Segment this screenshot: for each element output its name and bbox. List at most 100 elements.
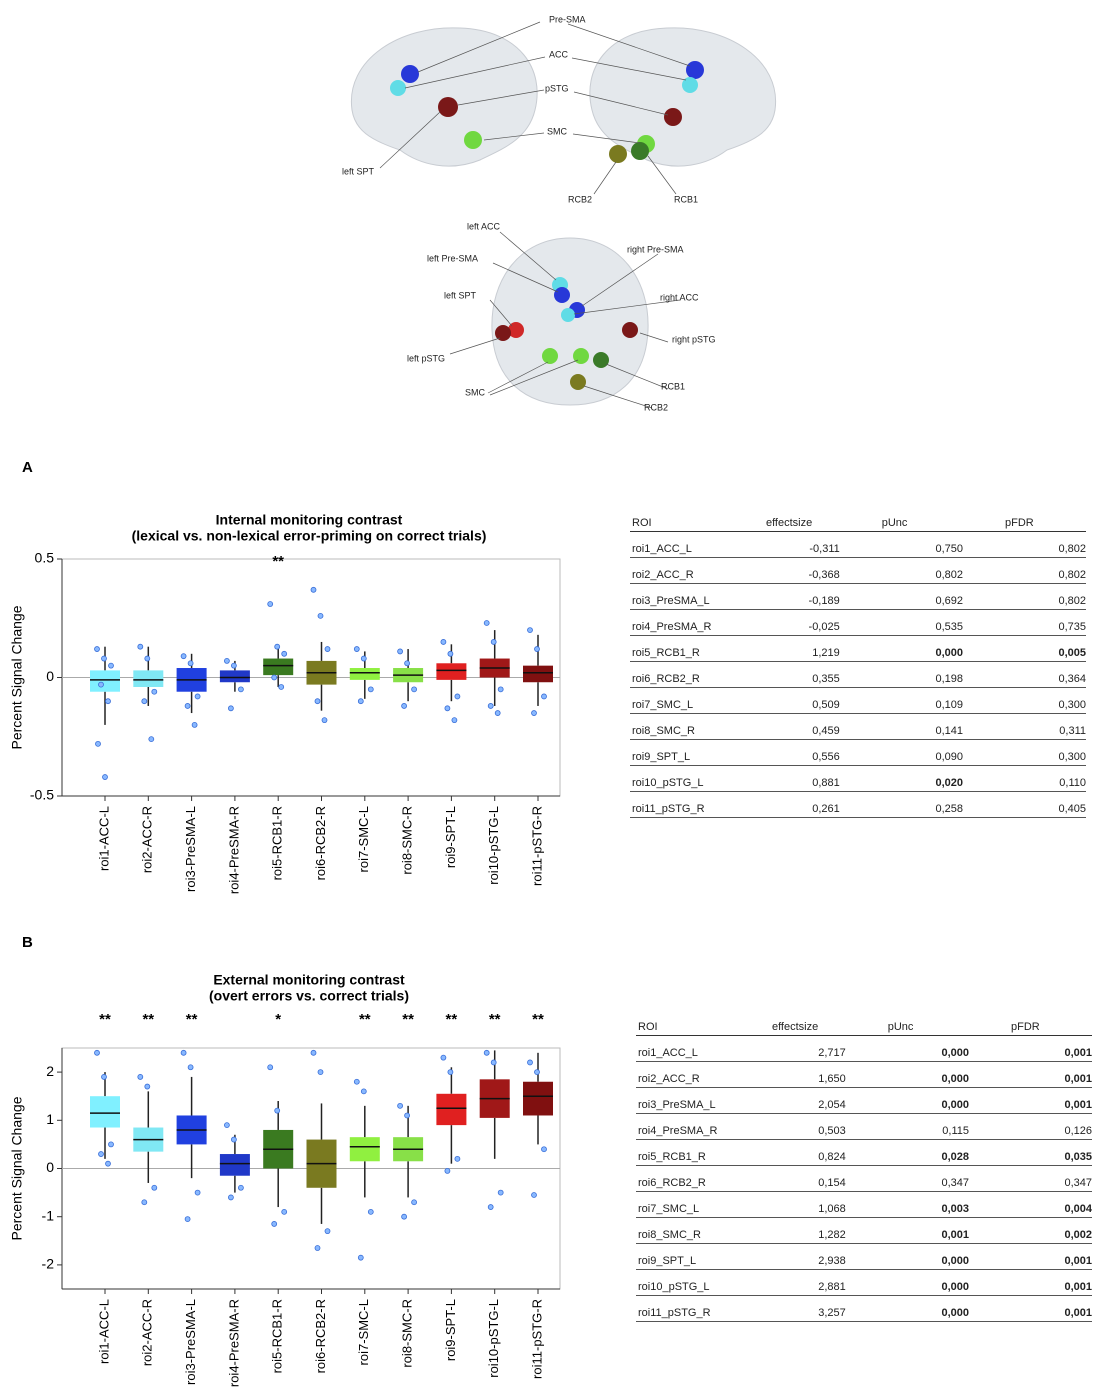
box — [133, 670, 164, 687]
table-row: roi8_SMC_R 1,282 0,001 0,002 — [636, 1217, 1092, 1244]
data-point — [101, 655, 107, 662]
roi-spheres — [390, 61, 704, 390]
data-point — [267, 601, 274, 607]
table-cell: roi5_RCB1_R — [636, 1139, 764, 1166]
y-axis-label: Percent Signal Change — [9, 1096, 25, 1240]
data-point — [531, 710, 537, 716]
data-point — [404, 1112, 411, 1119]
table-row: roi4_PreSMA_R -0,025 0,535 0,735 — [630, 609, 1086, 636]
column-header: pFDR — [968, 1010, 1092, 1036]
data-point — [278, 684, 285, 690]
data-point — [483, 1049, 490, 1056]
x-tick-label: roi6-RCB2-R — [313, 806, 328, 880]
table-cell: 0,000 — [845, 1269, 969, 1296]
column-header: pFDR — [962, 506, 1086, 532]
table-cell: 0,881 — [757, 765, 840, 792]
table-cell: 0,090 — [839, 739, 963, 766]
x-tick-label: roi1-ACC-L — [96, 806, 111, 871]
data-point — [541, 1146, 547, 1153]
table-row: roi9_SPT_L 2,938 0,000 0,001 — [636, 1243, 1092, 1270]
x-tick-label: roi10-pSTG-L — [486, 806, 501, 885]
table-cell: -0,311 — [757, 531, 840, 558]
diagram-label: left Pre-SMA — [427, 253, 478, 263]
x-tick-label: roi9-SPT-L — [443, 1299, 458, 1361]
data-point — [397, 648, 404, 655]
data-point — [137, 1074, 144, 1080]
brain-right-view — [589, 27, 777, 167]
diagram-label: left SPT — [342, 166, 375, 176]
table-cell: 0,115 — [845, 1113, 969, 1140]
table-cell: 0,001 — [845, 1217, 969, 1244]
box — [349, 668, 380, 680]
data-point — [497, 1189, 504, 1196]
y-tick-label: 2 — [46, 1063, 54, 1079]
y-axis-label: Percent Signal Change — [9, 605, 25, 749]
table-cell: 0,000 — [839, 635, 963, 662]
data-point — [237, 686, 244, 693]
table-row: roi7_SMC_L 0,509 0,109 0,300 — [630, 687, 1086, 714]
box — [90, 1096, 120, 1128]
table-cell: 0,000 — [845, 1035, 969, 1062]
table-row: roi6_RCB2_R 0,154 0,347 0,347 — [636, 1165, 1092, 1192]
table-row: roi7_SMC_L 1,068 0,003 0,004 — [636, 1191, 1092, 1218]
data-point — [194, 1189, 201, 1196]
column-header: ROI — [636, 1010, 764, 1036]
data-point — [444, 705, 451, 712]
table-cell: 0,003 — [845, 1191, 969, 1218]
chart-title: External monitoring contrast — [213, 972, 405, 988]
data-point — [440, 639, 447, 645]
table-cell: roi11_pSTG_R — [636, 1295, 764, 1322]
table-cell: roi11_pSTG_R — [630, 791, 758, 818]
table-cell: 0,535 — [839, 609, 963, 636]
data-point — [411, 686, 418, 693]
data-point — [527, 627, 533, 633]
data-point — [180, 1049, 187, 1056]
data-point — [483, 620, 490, 626]
table-cell: roi3_PreSMA_L — [636, 1087, 764, 1114]
box — [523, 1081, 553, 1116]
table-cell: 2,054 — [763, 1087, 846, 1114]
data-point — [194, 693, 201, 700]
data-point — [98, 681, 104, 688]
table-cell: 0,261 — [757, 791, 840, 818]
table-cell: 0,001 — [968, 1269, 1092, 1296]
table-cell: -0,368 — [757, 557, 840, 584]
table-row: roi3_PreSMA_L -0,189 0,692 0,802 — [630, 583, 1086, 610]
panel-letter: A — [22, 459, 33, 476]
table-cell: roi7_SMC_L — [630, 687, 758, 714]
table-cell: 0,001 — [968, 1087, 1092, 1114]
diagram-label: pSTG — [545, 83, 569, 93]
box — [436, 1093, 467, 1126]
table-cell: 1,219 — [757, 635, 840, 662]
table-cell: 0,300 — [962, 687, 1086, 714]
table-cell: 3,257 — [763, 1295, 846, 1322]
table-cell: roi1_ACC_L — [630, 531, 758, 558]
data-point — [180, 653, 187, 660]
table-cell: 0,110 — [962, 765, 1086, 792]
x-tick-label: roi3-PreSMA-L — [183, 1299, 198, 1385]
results-table: ROI effectsize pUnc pFDR roi1_ACC_L 2,717 0,00… — [636, 1010, 1092, 1322]
table-cell: roi10_pSTG_L — [636, 1269, 764, 1296]
table-cell: -0,025 — [757, 609, 840, 636]
table-cell: 2,938 — [763, 1243, 846, 1270]
table-cell: 0,802 — [962, 583, 1086, 610]
box — [263, 658, 294, 676]
data-point — [401, 1213, 408, 1220]
column-header: pUnc — [845, 1010, 969, 1036]
data-point — [534, 1069, 540, 1075]
column-header: effectsize — [763, 1010, 846, 1036]
significance: ** — [99, 1011, 111, 1028]
leader-lines — [379, 21, 691, 409]
table-cell: 2,881 — [763, 1269, 846, 1296]
table-cell: 0,001 — [968, 1243, 1092, 1270]
diagram-label: RCB2 — [568, 194, 592, 204]
box — [523, 665, 553, 683]
table-cell: roi8_SMC_R — [636, 1217, 764, 1244]
table-row: roi11_pSTG_R 3,257 0,000 0,001 — [636, 1295, 1092, 1322]
table-cell: 0,347 — [845, 1165, 969, 1192]
data-point — [102, 774, 108, 780]
data-point — [314, 1245, 321, 1251]
table-cell: 0,035 — [968, 1139, 1092, 1166]
y-tick-label: -0.5 — [30, 787, 54, 803]
data-point — [151, 1184, 158, 1191]
